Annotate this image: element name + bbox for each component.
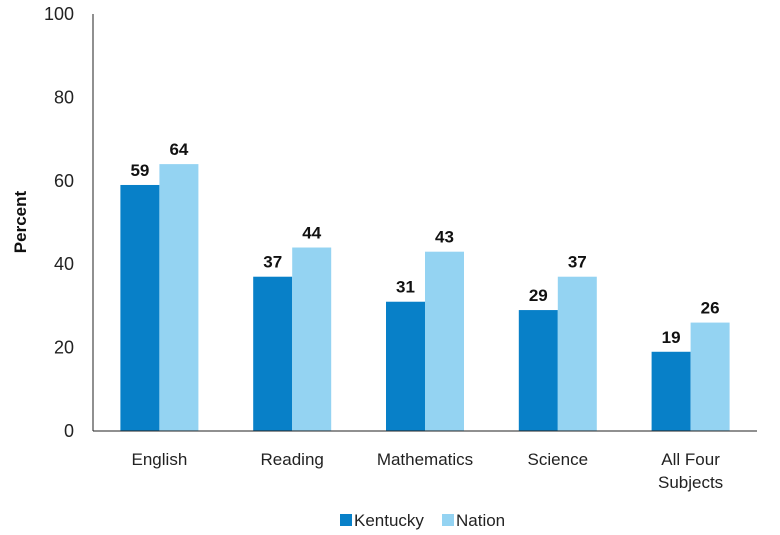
y-tick-label: 60 <box>54 171 74 191</box>
bar-kentucky <box>386 301 425 431</box>
legend-swatch-nation <box>442 514 454 526</box>
bar-nation <box>690 322 730 431</box>
bars-group <box>120 164 730 431</box>
y-axis-ticks: 0 20 40 60 80 100 <box>44 4 74 441</box>
y-tick-label: 20 <box>54 338 74 358</box>
x-category-label: Science <box>528 450 588 469</box>
y-tick-label: 100 <box>44 4 74 24</box>
data-label: 19 <box>662 328 681 347</box>
bar-kentucky <box>518 310 558 431</box>
x-category-label: Reading <box>261 450 324 469</box>
data-label: 59 <box>130 161 149 180</box>
x-category-label: English <box>132 450 188 469</box>
data-label: 31 <box>396 278 415 297</box>
bar-kentucky <box>253 276 293 431</box>
y-tick-label: 80 <box>54 87 74 107</box>
data-label: 37 <box>263 253 282 272</box>
data-label: 43 <box>435 228 454 247</box>
bar-kentucky <box>651 351 691 431</box>
x-category-label: Mathematics <box>377 450 473 469</box>
x-category-label: All Four Subjects <box>658 450 723 492</box>
data-label: 26 <box>701 299 720 318</box>
bar-nation <box>557 276 597 431</box>
legend: Kentucky Nation <box>340 511 505 530</box>
bar-nation <box>292 247 332 431</box>
data-label: 44 <box>302 224 321 243</box>
data-labels-group: 59 64 37 44 31 43 29 37 19 26 <box>130 140 719 347</box>
y-tick-label: 0 <box>64 421 74 441</box>
data-label: 29 <box>529 286 548 305</box>
bar-nation <box>159 164 199 431</box>
y-tick-label: 40 <box>54 254 74 274</box>
y-axis-label: Percent <box>11 190 30 253</box>
x-axis-categories: English Reading Mathematics Science All Four… <box>132 450 724 492</box>
legend-swatch-kentucky <box>340 514 352 526</box>
bar-nation <box>425 251 464 431</box>
bar-kentucky <box>120 184 160 431</box>
data-label: 37 <box>568 253 587 272</box>
data-label: 64 <box>169 140 188 159</box>
legend-label-nation: Nation <box>456 511 505 530</box>
legend-label-kentucky: Kentucky <box>354 511 424 530</box>
